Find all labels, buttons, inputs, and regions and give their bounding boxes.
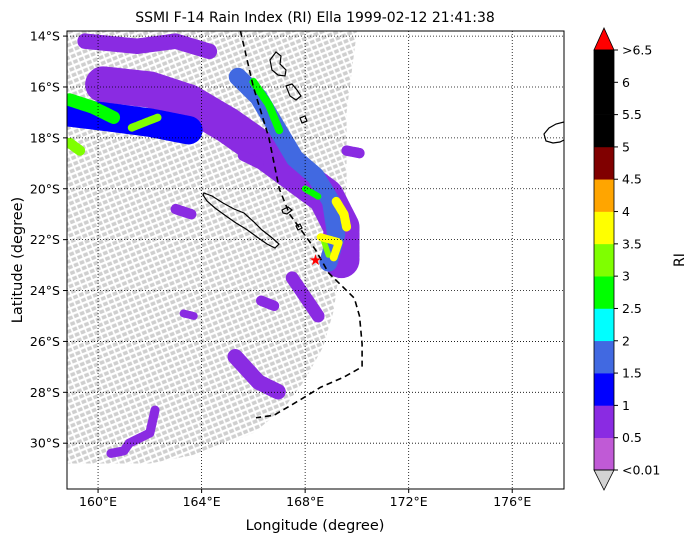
colorbar-segment [594,179,614,212]
x-axis-label: Longitude (degree) [246,518,385,534]
colorbar-segment [594,405,614,438]
colorbar-segment [594,211,614,245]
colorbar-tick-label: 5.5 [622,107,642,122]
coast-efate [299,115,308,124]
coast-fiji [543,121,564,144]
colorbar-segment [594,373,614,406]
colorbar-frame [593,49,615,471]
colorbar-segment [594,50,614,83]
y-tick-label: 30°S [30,436,60,451]
chart-title: SSMI F-14 Rain Index (RI) Ella 1999-02-1… [135,10,495,26]
colorbar-segment [594,82,614,115]
colorbar-tick-label: 2 [622,333,630,348]
colorbar-segment [594,340,614,374]
coast-malekula [285,83,302,101]
rain-band-2 [228,67,346,272]
x-tick-label: 168°E [286,494,324,509]
coast-espiritu-santo [269,51,287,77]
y-tick-label: 18°S [30,130,60,145]
colorbar-label: RI [672,253,688,267]
colorbar-tick-label: 0.5 [622,430,642,445]
rain-band-15 [170,203,197,220]
rain-band-18 [255,295,280,311]
grid-lines [67,31,564,489]
colorbar-tick-label: 6 [622,75,630,90]
y-tick-label: 24°S [30,283,60,298]
colorbar-over-arrow [593,27,615,51]
rain-band-8 [320,236,332,258]
colorbar-segment [594,276,614,309]
rain-band-5 [301,185,322,200]
y-tick-label: 28°S [30,385,60,400]
y-tick-label: 16°S [30,79,60,94]
rain-band-7 [127,113,162,132]
rain-band-11 [77,33,218,60]
y-tick-label: 20°S [30,181,60,196]
rain-index-cells [67,33,365,458]
colorbar-tick-label: >6.5 [622,43,652,58]
rain-band-9 [331,196,352,232]
x-tick-label: 164°E [183,494,221,509]
rain-band-19 [179,309,198,320]
rain-band-17 [341,145,365,159]
rain-band-6 [67,137,86,156]
rain-band-1 [67,98,203,145]
colorbar-tick-label: 3 [622,269,630,284]
y-tick-label: 14°S [30,29,60,44]
rain-band-16 [237,150,264,169]
colorbar-tick-label: 4.5 [622,172,642,187]
rain-band-13 [285,271,325,323]
y-tick-label: 22°S [30,232,60,247]
y-axis-label: Latitude (degree) [10,197,26,323]
colorbar: <0.01 0.5 1 1.5 2 2.5 3 3.5 4 4.5 5 5.5 6 >6.5 [593,27,660,491]
coast-new-caledonia [202,192,280,249]
y-tick-label: 26°S [30,334,60,349]
storm-track [239,31,363,419]
x-tick-label: 176°E [493,494,531,509]
colorbar-tick-label: 2.5 [622,301,642,316]
colorbar-segment [594,308,614,342]
map-area: ★ [67,31,564,489]
rain-band-10 [316,233,343,262]
colorbar-segment [594,243,614,277]
storm-center-marker: ★ [309,251,322,269]
colorbar-under-arrow [593,469,615,491]
colorbar-segment [594,146,614,180]
rain-band-4 [249,77,284,135]
rain-band-14 [106,405,160,458]
rain-band-3 [67,93,121,124]
x-tick-label: 172°E [390,494,428,509]
x-tick-label: 160°E [79,494,117,509]
colorbar-tick-label: 3.5 [622,236,642,251]
colorbar-tick-label: 1.5 [622,366,642,381]
rain-band-12 [227,348,288,401]
x-axis-ticks: 160°E 164°E 168°E 172°E 176°E [79,489,531,509]
coastlines [202,51,564,249]
colorbar-tick-label: <0.01 [622,463,660,478]
colorbar-segment [594,114,614,148]
map-frame [66,30,565,490]
colorbar-segment [594,437,614,471]
colorbar-tick-label: 5 [622,139,630,154]
y-axis-ticks: 14°S 16°S 18°S 20°S 22°S 24°S 26°S 28°S 30°S [30,29,67,451]
colorbar-tick-label: 4 [622,204,630,219]
colorbar-tick-label: 1 [622,398,630,413]
